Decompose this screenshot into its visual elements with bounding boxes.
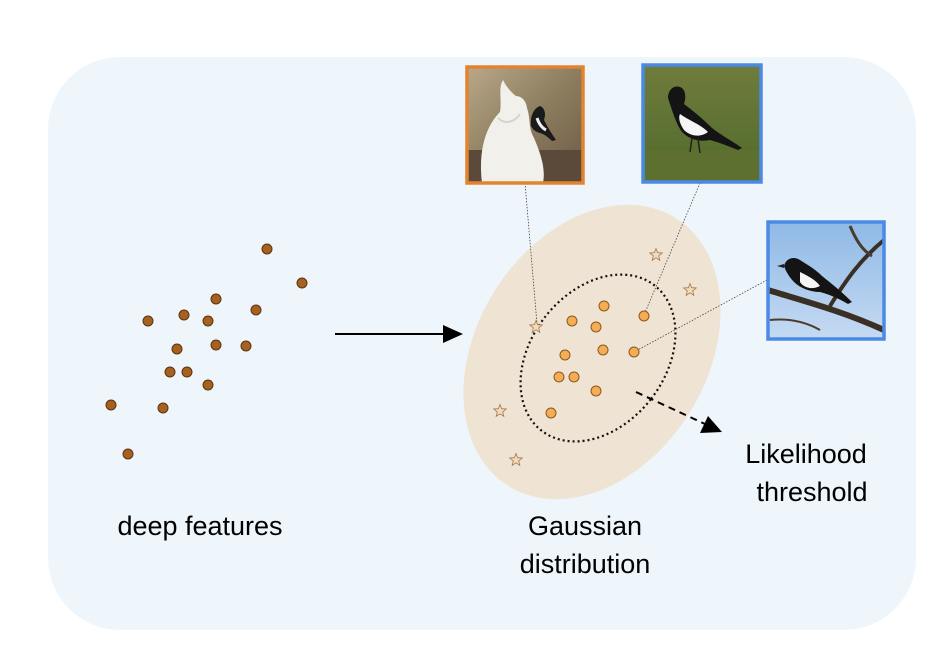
feature-point — [105, 399, 117, 411]
threshold-arrow — [635, 391, 722, 433]
feature-point — [296, 277, 308, 289]
outlier-star — [508, 452, 524, 467]
feature-point — [250, 304, 262, 316]
thumbnail-magpie-branch — [766, 220, 886, 341]
inlier-point — [638, 310, 650, 322]
feature-point — [157, 402, 169, 414]
likelihood-label-line2: threshold — [756, 477, 867, 507]
feature-point — [178, 309, 190, 321]
feature-point — [171, 343, 183, 355]
gaussian-ellipse — [463, 204, 721, 500]
feature-point — [181, 366, 193, 378]
magpie-icon — [784, 258, 852, 304]
feature-point — [210, 293, 222, 305]
magpie-belly — [800, 272, 820, 289]
outlier-stars — [492, 247, 698, 467]
inlier-point — [568, 371, 580, 383]
transform-arrow — [335, 325, 463, 343]
outlier-star — [492, 403, 508, 418]
thumbnail-fox-magpie — [465, 65, 585, 185]
gaussian-label-line1: Gaussian — [528, 511, 642, 541]
deep-features-label: deep features — [117, 511, 282, 541]
feature-point — [164, 366, 176, 378]
inlier-point — [628, 346, 640, 358]
likelihood-label-line1: Likelihood — [745, 439, 867, 469]
inlier-point — [559, 349, 571, 361]
inlier-point — [590, 321, 602, 333]
inlier-points — [545, 300, 650, 419]
feature-point — [202, 379, 214, 391]
magpie-icon — [530, 106, 556, 141]
outlier-star — [682, 282, 698, 297]
gaussian-label-line2: distribution — [520, 549, 651, 579]
feature-point — [240, 340, 252, 352]
connector-lines — [524, 182, 768, 353]
thumbnail-magpie-grass — [641, 63, 763, 184]
feature-points — [105, 243, 308, 460]
magpie-icon — [668, 86, 742, 150]
feature-point — [261, 243, 273, 255]
outlier-star — [648, 247, 664, 262]
inlier-point — [590, 385, 602, 397]
feature-point — [122, 448, 134, 460]
feature-point — [210, 339, 222, 351]
feature-point — [202, 315, 214, 327]
inlier-point — [597, 344, 609, 356]
branch — [767, 287, 886, 333]
magpie-belly — [679, 114, 708, 136]
outlier-star — [528, 319, 544, 334]
fox-icon — [480, 80, 544, 183]
feature-point — [142, 315, 154, 327]
inlier-point — [545, 407, 557, 419]
inlier-point — [598, 300, 610, 312]
connector-fox — [524, 182, 538, 325]
inlier-point — [553, 371, 565, 383]
inlier-point — [566, 315, 578, 327]
connector-branch-magpie — [633, 279, 768, 353]
